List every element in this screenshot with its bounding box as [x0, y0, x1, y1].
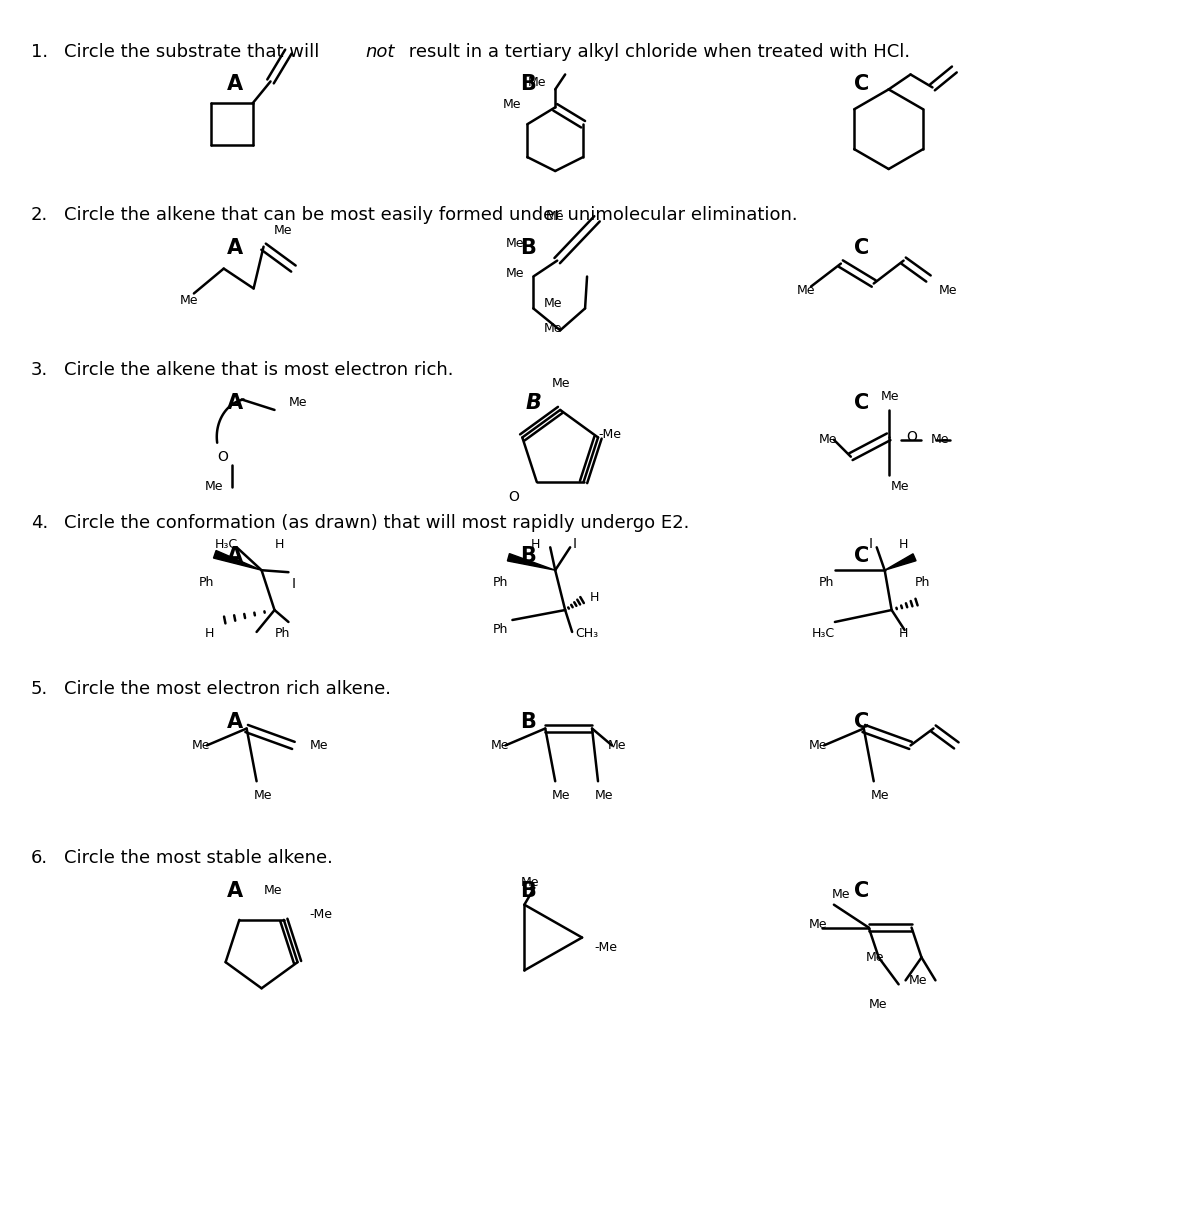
Text: A: A: [227, 393, 242, 413]
Text: Circle the substrate that will: Circle the substrate that will: [65, 43, 325, 60]
Text: C: C: [854, 393, 869, 413]
Text: Me: Me: [938, 283, 956, 297]
Text: I: I: [572, 537, 576, 552]
Text: Me: Me: [505, 267, 524, 280]
Text: Me: Me: [608, 739, 626, 752]
Polygon shape: [214, 551, 262, 570]
Text: Me: Me: [264, 885, 282, 897]
Text: B: B: [526, 393, 541, 413]
Text: 4.: 4.: [31, 515, 48, 532]
Polygon shape: [884, 554, 916, 570]
Text: B: B: [521, 712, 536, 732]
Text: Me: Me: [869, 998, 887, 1010]
Text: O: O: [906, 430, 918, 444]
Text: -Me: -Me: [310, 908, 332, 922]
Text: H: H: [275, 538, 284, 551]
Polygon shape: [508, 553, 556, 570]
Text: 1.: 1.: [31, 43, 48, 60]
Text: Me: Me: [544, 322, 562, 335]
Text: Me: Me: [865, 951, 884, 963]
Text: A: A: [227, 546, 242, 567]
Text: Me: Me: [881, 391, 899, 404]
Text: Me: Me: [832, 888, 851, 902]
Text: O: O: [509, 489, 520, 504]
Text: -Me: -Me: [594, 941, 617, 954]
Text: H: H: [530, 538, 540, 551]
Text: C: C: [854, 546, 869, 567]
Text: not: not: [365, 43, 395, 60]
Text: Me: Me: [180, 294, 198, 307]
Text: A: A: [227, 881, 242, 901]
Text: 3.: 3.: [31, 361, 48, 379]
Text: I: I: [292, 577, 295, 591]
Text: H₃C: H₃C: [215, 538, 238, 551]
Text: Me: Me: [288, 397, 307, 409]
Text: Me: Me: [930, 434, 949, 446]
Text: H: H: [899, 538, 908, 551]
Text: Me: Me: [595, 788, 613, 802]
Text: Me: Me: [491, 739, 509, 752]
Text: Me: Me: [552, 377, 571, 389]
Text: B: B: [521, 881, 536, 901]
Text: Me: Me: [527, 76, 546, 89]
Text: Ph: Ph: [275, 627, 290, 641]
Text: Circle the most electron rich alkene.: Circle the most electron rich alkene.: [65, 680, 391, 697]
Text: A: A: [227, 238, 242, 257]
Text: Ph: Ph: [914, 575, 930, 589]
Text: O: O: [217, 450, 228, 463]
Text: I: I: [869, 537, 872, 552]
Text: Ph: Ph: [492, 623, 508, 637]
Text: Circle the alkene that can be most easily formed under unimolecular elimination.: Circle the alkene that can be most easil…: [65, 206, 798, 224]
Text: C: C: [854, 881, 869, 901]
Text: Me: Me: [908, 973, 928, 987]
Text: Me: Me: [544, 297, 562, 310]
Text: Me: Me: [552, 788, 571, 802]
Text: H: H: [899, 627, 908, 641]
Text: B: B: [521, 546, 536, 567]
Text: Circle the most stable alkene.: Circle the most stable alkene.: [65, 849, 334, 867]
Text: Me: Me: [503, 97, 521, 111]
Text: A: A: [227, 74, 242, 95]
Text: C: C: [854, 74, 869, 95]
Text: Me: Me: [253, 788, 272, 802]
Text: H: H: [205, 627, 215, 641]
Text: Me: Me: [274, 224, 292, 238]
Text: -Me: -Me: [598, 429, 622, 441]
Text: Ph: Ph: [818, 575, 834, 589]
Text: Me: Me: [809, 918, 828, 931]
Text: B: B: [521, 238, 536, 257]
Text: Me: Me: [310, 739, 328, 752]
Text: Circle the conformation (as drawn) that will most rapidly undergo E2.: Circle the conformation (as drawn) that …: [65, 515, 690, 532]
Text: Me: Me: [205, 480, 223, 493]
Text: H: H: [590, 590, 600, 604]
Text: CH₃: CH₃: [575, 627, 599, 641]
Text: 5.: 5.: [31, 680, 48, 697]
Text: Me: Me: [890, 480, 910, 493]
Text: H₃C: H₃C: [812, 627, 835, 641]
Text: Ph: Ph: [492, 575, 508, 589]
Text: Ph: Ph: [199, 575, 215, 589]
Text: Me: Me: [545, 211, 564, 223]
Text: C: C: [854, 712, 869, 732]
Text: Circle the alkene that is most electron rich.: Circle the alkene that is most electron …: [65, 361, 454, 379]
Text: Me: Me: [192, 739, 210, 752]
Text: A: A: [227, 712, 242, 732]
Text: result in a tertiary alkyl chloride when treated with HCl.: result in a tertiary alkyl chloride when…: [403, 43, 910, 60]
Text: Me: Me: [871, 788, 889, 802]
Text: Me: Me: [797, 283, 816, 297]
Text: B: B: [521, 74, 536, 95]
Text: Me: Me: [809, 739, 828, 752]
Text: C: C: [854, 238, 869, 257]
Text: 2.: 2.: [31, 206, 48, 224]
Text: Me: Me: [521, 876, 539, 890]
Text: Me: Me: [505, 238, 524, 250]
Text: Me: Me: [818, 434, 838, 446]
Text: 6.: 6.: [31, 849, 48, 867]
